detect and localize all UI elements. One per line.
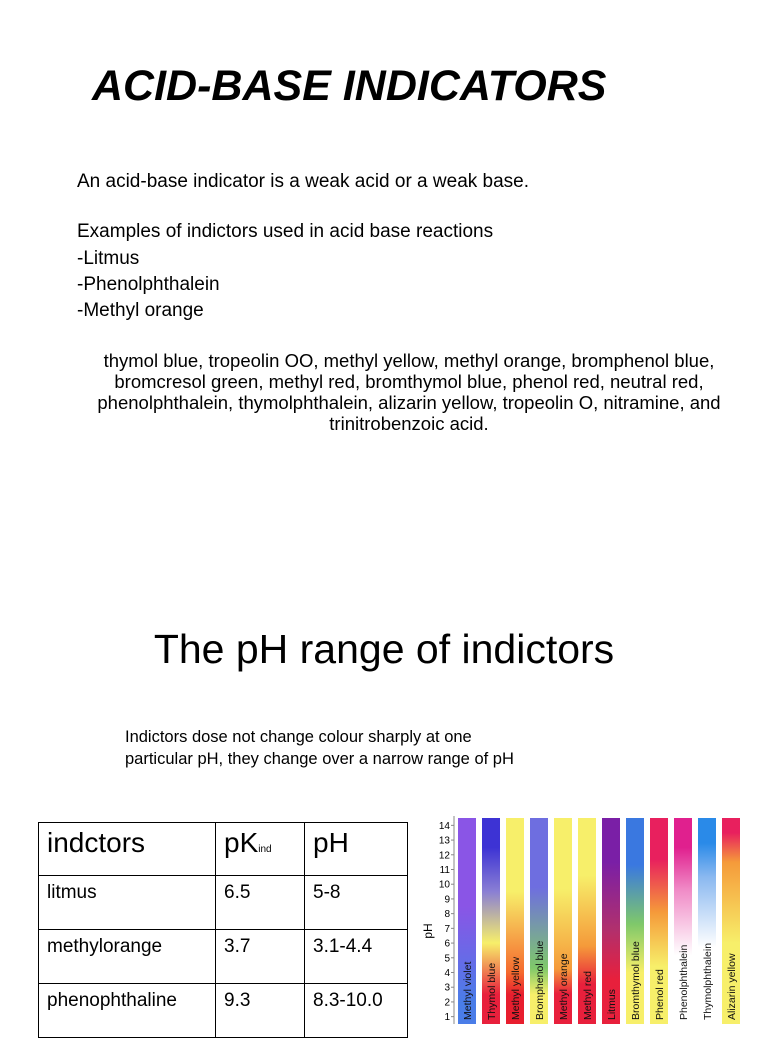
indicator-bar-label: Methyl violet — [462, 962, 474, 1020]
indicator-bar: Methyl yellow — [506, 818, 524, 1024]
cell-pk: 9.3 — [215, 983, 305, 1038]
list-item: -Litmus — [77, 248, 140, 269]
indicator-bar: Bromphenol blue — [530, 818, 548, 1024]
header-cell: pH — [304, 822, 408, 876]
table-header-row: indctors pKind pH — [38, 822, 408, 876]
indicator-bar: Methyl violet — [458, 818, 476, 1024]
indicator-bar: Thymol blue — [482, 818, 500, 1024]
indicator-bar-label: Thymol blue — [486, 963, 498, 1020]
indicator-bar-label: Bromphenol blue — [534, 940, 546, 1020]
y-tick-label: 12 — [439, 850, 451, 861]
indicator-bar-label: Bromthymol blue — [630, 941, 642, 1020]
indicator-bar-label: Litmus — [606, 989, 618, 1020]
indicator-bar-fill — [578, 818, 596, 1024]
y-axis-label: pH — [421, 923, 435, 938]
indicator-bar: Methyl red — [578, 818, 596, 1024]
cell-pk: 6.5 — [215, 875, 305, 930]
indicator-bar: Phenolphthalein — [674, 818, 692, 1024]
cell-pk: 3.7 — [215, 929, 305, 984]
pk-subscript: ind — [258, 844, 272, 855]
y-tick-label: 9 — [444, 894, 450, 905]
indicator-bar: Phenol red — [650, 818, 668, 1024]
y-tick-label: 1 — [444, 1012, 450, 1023]
indicator-bar-label: Thymolphthalein — [702, 943, 714, 1020]
cell-ph: 5-8 — [304, 875, 408, 930]
indicator-bar-label: Methyl red — [582, 971, 594, 1020]
page-title: ACID-BASE INDICATORS — [92, 62, 607, 110]
indicator-bar-fill — [722, 818, 740, 1024]
range-note-line: particular pH, they change over a narrow… — [125, 750, 514, 768]
list-item: -Methyl orange — [77, 300, 204, 321]
examples-heading: Examples of indictors used in acid base … — [77, 221, 494, 242]
indicator-bar-label: Methyl yellow — [510, 957, 522, 1020]
y-tick-label: 3 — [444, 983, 450, 994]
section-title: The pH range of indictors — [153, 626, 615, 672]
cell-name: litmus — [38, 875, 216, 930]
indicator-bar: Bromthymol blue — [626, 818, 644, 1024]
indicator-bar-fill — [506, 818, 524, 1024]
indicator-bar-fill — [530, 818, 548, 1024]
y-tick-label: 11 — [440, 865, 451, 876]
y-tick-label: 14 — [439, 821, 451, 832]
cell-name: methylorange — [38, 929, 216, 984]
indicator-bar-label: Methyl orange — [558, 953, 570, 1020]
y-tick-label: 2 — [444, 997, 450, 1008]
indicator-bar-fill — [458, 818, 476, 1024]
cell-ph: 3.1-4.4 — [304, 929, 408, 984]
indicator-bar-fill — [554, 818, 572, 1024]
range-note-line: Indictors dose not change colour sharply… — [125, 728, 472, 746]
y-tick-label: 7 — [444, 924, 450, 935]
indicator-bar-fill — [698, 818, 716, 1024]
indicator-bar-label: Phenol red — [654, 969, 666, 1020]
cell-ph: 8.3-10.0 — [304, 983, 408, 1038]
indicator-bar-label: Alizarin yellow — [726, 953, 738, 1020]
indicator-names-paragraph: thymol blue, tropeolin OO, methyl yellow… — [97, 350, 721, 434]
y-tick-label: 13 — [439, 836, 451, 847]
indicator-bar-fill — [482, 818, 500, 1024]
y-tick-label: 5 — [444, 953, 450, 964]
y-tick-label: 10 — [439, 880, 451, 891]
indicator-bar: Alizarin yellow — [722, 818, 740, 1024]
indicator-bar-label: Phenolphthalein — [678, 945, 690, 1020]
indicator-table: indctors pKind pH litmus 6.5 5-8 methylo… — [38, 822, 408, 1038]
y-tick-label: 6 — [444, 939, 450, 950]
indicator-bar-fill — [674, 818, 692, 1024]
table-row: methylorange 3.7 3.1-4.4 — [38, 929, 408, 984]
indicator-bar-fill — [650, 818, 668, 1024]
header-cell: indctors — [38, 822, 216, 876]
indicator-bar-fill — [602, 818, 620, 1024]
indicator-bar: Thymolphthalein — [698, 818, 716, 1024]
examples-list: -Litmus -Phenolphthalein -Methyl orange — [77, 246, 220, 324]
header-cell: pKind — [215, 822, 305, 876]
table-row: phenophthaline 9.3 8.3-10.0 — [38, 983, 408, 1038]
list-item: -Phenolphthalein — [77, 274, 220, 295]
range-note: Indictors dose not change colour sharply… — [125, 726, 514, 770]
y-tick-label: 4 — [444, 968, 450, 979]
indicator-bar: Litmus — [602, 818, 620, 1024]
indicator-bar-fill — [626, 818, 644, 1024]
pk-label: pK — [224, 827, 259, 858]
table-row: litmus 6.5 5-8 — [38, 875, 408, 930]
cell-name: phenophthaline — [38, 983, 216, 1038]
y-tick-label: 8 — [444, 909, 450, 920]
intro-text: An acid-base indicator is a weak acid or… — [77, 171, 530, 192]
indicator-bar: Methyl orange — [554, 818, 572, 1024]
